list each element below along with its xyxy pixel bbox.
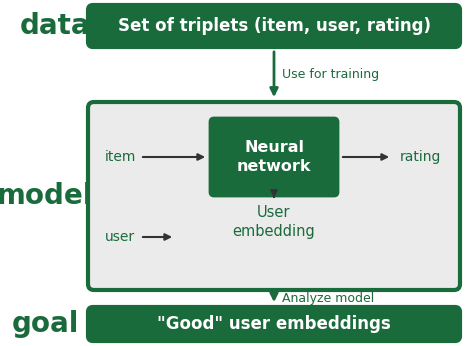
Text: model: model — [0, 182, 93, 210]
Text: User
embedding: User embedding — [233, 205, 315, 239]
FancyBboxPatch shape — [88, 5, 460, 47]
Text: Use for training: Use for training — [282, 68, 379, 81]
Text: goal: goal — [11, 310, 78, 338]
FancyBboxPatch shape — [88, 307, 460, 341]
Text: item: item — [104, 150, 136, 164]
Text: user: user — [105, 230, 135, 244]
FancyBboxPatch shape — [210, 118, 338, 196]
Text: rating: rating — [400, 150, 441, 164]
Text: Neural
network: Neural network — [237, 140, 311, 174]
Text: Analyze model: Analyze model — [282, 292, 374, 305]
FancyBboxPatch shape — [88, 102, 460, 290]
Text: data: data — [20, 12, 90, 40]
Text: Set of triplets (item, user, rating): Set of triplets (item, user, rating) — [118, 17, 431, 35]
Text: "Good" user embeddings: "Good" user embeddings — [157, 315, 391, 333]
